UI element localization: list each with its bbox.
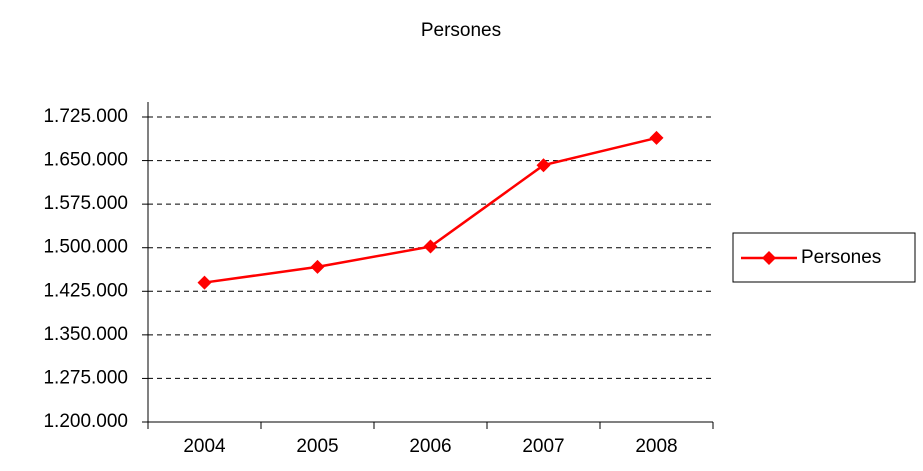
marker: [310, 259, 325, 274]
x-tick-label: 2005: [296, 436, 338, 457]
legend-marker: [762, 251, 776, 265]
y-tick-label: 1.425.000: [43, 280, 128, 301]
marker: [536, 158, 551, 173]
y-tick-label: 1.350.000: [43, 324, 128, 345]
x-tick-label: 2008: [635, 436, 677, 457]
x-tick-label: 2007: [522, 436, 564, 457]
y-tick-label: 1.725.000: [43, 106, 128, 127]
marker: [197, 275, 212, 290]
y-tick-label: 1.200.000: [43, 411, 128, 432]
chart-title: Persones: [421, 20, 501, 41]
series-line: [204, 136, 657, 284]
y-tick-label: 1.650.000: [43, 150, 128, 171]
marker: [649, 130, 664, 145]
x-tick-label: 2006: [409, 436, 451, 457]
legend-label: Persones: [801, 247, 881, 268]
x-tick-label: 2004: [183, 436, 226, 457]
y-tick-label: 1.275.000: [43, 367, 128, 388]
y-tick-label: 1.575.000: [43, 193, 128, 214]
marker: [423, 239, 438, 254]
y-tick-label: 1.500.000: [43, 237, 128, 258]
